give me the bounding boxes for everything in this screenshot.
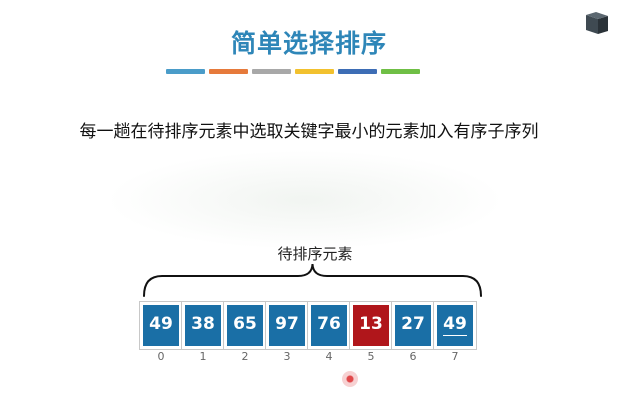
array-cell: 76	[308, 302, 350, 349]
array-cell: 65	[224, 302, 266, 349]
array-index-label: 6	[409, 350, 417, 363]
array-index-label: 5	[367, 350, 375, 363]
array-cell-value: 76	[317, 314, 341, 334]
color-bar-segment	[381, 69, 420, 74]
array-cells: 49 38 65 97 76 13 27 49	[140, 302, 476, 349]
array-cell-value: 49	[149, 314, 173, 334]
array-cell-value: 27	[401, 314, 425, 334]
logo-icon	[586, 12, 608, 34]
array-cell: 13	[350, 302, 392, 349]
array-cell-value: 65	[233, 314, 257, 334]
array-index-label: 3	[283, 350, 291, 363]
array-cell: 97	[266, 302, 308, 349]
page-title: 简单选择排序	[230, 29, 387, 58]
array-cell-value: 97	[275, 314, 299, 334]
brace-label: 待排序元素	[277, 245, 353, 263]
color-bar-segment	[209, 69, 248, 74]
color-bar-segment	[166, 69, 205, 74]
array-index-label: 7	[451, 350, 459, 363]
array-index-label: 1	[199, 350, 207, 363]
array-index-label: 0	[157, 350, 165, 363]
color-bar-segment	[295, 69, 334, 74]
color-bar-segment	[338, 69, 377, 74]
curly-brace-icon	[143, 263, 482, 297]
array-index-label: 4	[325, 350, 333, 363]
background-watermark	[105, 150, 505, 250]
array-cell-value: 49	[443, 313, 467, 336]
array-cell: 27	[392, 302, 434, 349]
pointer-indicator	[342, 371, 358, 387]
array-cell: 49	[434, 302, 476, 349]
description-text: 每一趟在待排序元素中选取关键字最小的元素加入有序子序列	[79, 122, 539, 142]
array-indices: 0 1 2 3 4 5 6 7	[140, 350, 476, 363]
array-cell-value: 13	[359, 314, 383, 334]
array-index-label: 2	[241, 350, 249, 363]
array-cell: 49	[140, 302, 182, 349]
array-cell: 38	[182, 302, 224, 349]
array-cell-value: 38	[191, 314, 215, 334]
color-bar-segment	[252, 69, 291, 74]
title-color-bar	[166, 69, 420, 74]
